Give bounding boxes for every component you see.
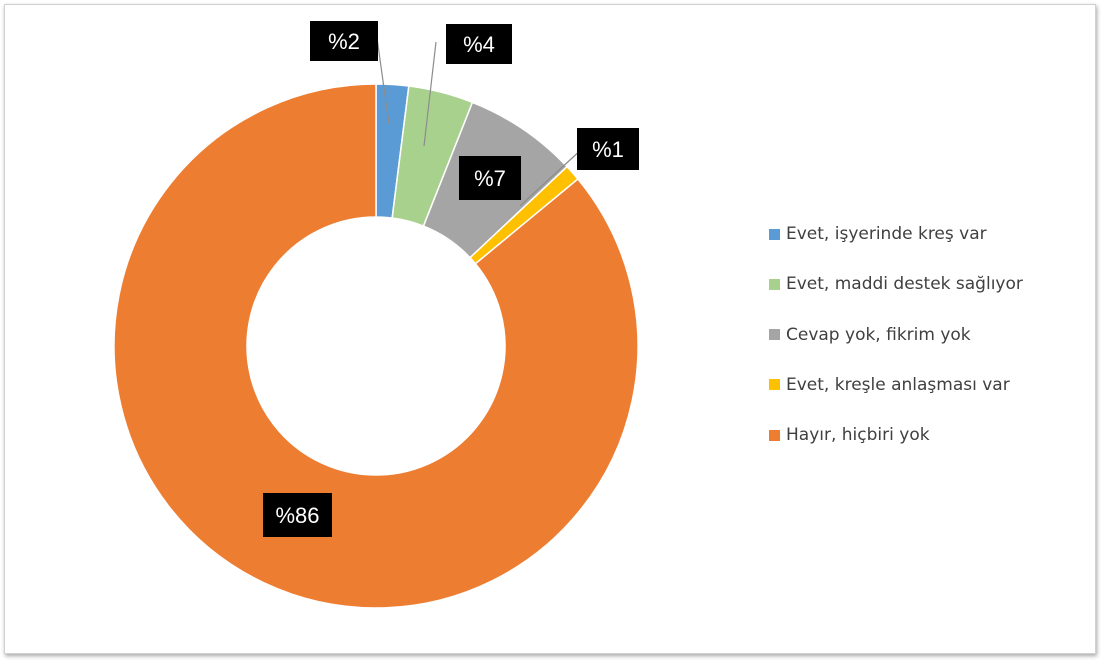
data-label-box xyxy=(446,24,512,64)
legend-item: Hayır, hiçbiri yok xyxy=(769,425,1023,445)
legend-swatch xyxy=(769,228,780,240)
leader-line xyxy=(519,147,584,207)
data-label: %1 xyxy=(592,137,624,162)
legend-swatch xyxy=(769,379,780,391)
legend-item: Evet, kreşle anlaşması var xyxy=(769,375,1023,395)
chart-legend: Evet, işyerinde kreş var Evet, maddi des… xyxy=(769,224,1023,475)
data-label: %86 xyxy=(275,503,319,528)
donut-slice xyxy=(113,83,639,609)
legend-label: Evet, işyerinde kreş var xyxy=(786,224,987,244)
legend-label: Hayır, hiçbiri yok xyxy=(786,425,930,446)
data-label-box xyxy=(577,128,639,170)
data-label: %7 xyxy=(474,166,506,191)
legend-label: Evet, kreşle anlaşması var xyxy=(786,374,1010,395)
data-label-box xyxy=(459,156,521,200)
leader-line xyxy=(423,41,437,147)
data-label-box xyxy=(263,493,332,537)
legend-swatch xyxy=(769,278,780,290)
data-label: %2 xyxy=(328,29,360,54)
legend-item: Evet, maddi destek sağlıyor xyxy=(769,274,1023,294)
data-label: %4 xyxy=(463,32,495,57)
legend-label: Evet, maddi destek sağlıyor xyxy=(786,274,1023,295)
legend-swatch xyxy=(769,329,780,341)
data-label-box xyxy=(310,21,378,61)
legend-swatch xyxy=(769,429,780,441)
legend-item: Cevap yok, fikrim yok xyxy=(769,325,1023,345)
legend-label: Cevap yok, fikrim yok xyxy=(786,324,971,345)
legend-item: Evet, işyerinde kreş var xyxy=(769,224,1023,244)
